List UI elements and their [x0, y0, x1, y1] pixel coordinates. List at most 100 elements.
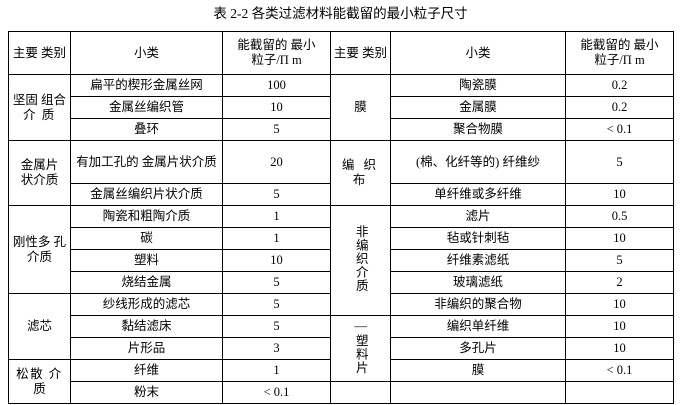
left-category-l2: 介质 — [26, 249, 52, 264]
table-row: 松散 介 质 纤维 1 膜 < 0.1 — [8, 359, 674, 404]
left-value-cell: 20 — [222, 140, 331, 184]
right-subtype-cell: 单纤维或多纤维 — [390, 183, 566, 206]
right-value-cell: 5 — [565, 249, 674, 272]
right-value-cell: < 0.1 — [565, 359, 674, 382]
left-category-l1: 刚性多 孔 — [12, 234, 67, 249]
table-row: 黏结滤床 5 —塑料片 编织单纤维 10 — [9, 315, 674, 382]
table-row: 坚固 组合 介 质 扁平的楔形金属丝网 100 膜 陶瓷膜 0.2 — [8, 74, 674, 141]
left-subtype-cell: 叠环 — [70, 118, 223, 141]
header-left-value-l1: 能截留的 最小 — [237, 38, 316, 52]
left-category-l2: 质 — [33, 381, 46, 396]
right-subtype-cell: 纤维素滤纸 — [390, 249, 566, 272]
left-value-cell: 5 — [222, 118, 331, 141]
right-subtype-cell: 非编织的聚合物 — [390, 293, 566, 316]
right-value-cell: 10 — [565, 183, 674, 206]
right-subtype-cell: 陶瓷膜 — [390, 74, 566, 97]
right-category-cell: 编 织 布 — [330, 140, 391, 206]
header-left-value-l2: 粒子/Π m — [251, 53, 302, 67]
left-value-cell: 1 — [222, 359, 331, 382]
right-value-cell: 0.2 — [565, 96, 674, 119]
left-category-l1: 松散 介 — [16, 366, 63, 381]
table-row: 粉末 < 0.1 — [9, 381, 674, 404]
right-subtype-cell: 编织单纤维 — [390, 315, 566, 338]
header-right-category: 主要 类别 — [330, 31, 391, 75]
right-subtype-cell: 金属膜 — [390, 96, 566, 119]
left-category-l2: 状介质 — [20, 173, 59, 187]
header-right-value: 能截留的 最小 粒子/Π m — [565, 31, 674, 75]
right-subtype-cell: 聚合物膜 — [390, 118, 566, 141]
right-category-label-vertical: —塑料片 — [353, 318, 368, 375]
left-value-cell: 10 — [222, 96, 331, 119]
left-subtype-cell: 金属丝编织片状介质 — [70, 183, 223, 206]
left-value-cell: 5 — [222, 293, 331, 316]
left-subtype-cell: 纱线形成的滤芯 — [70, 293, 223, 316]
left-value-cell: < 0.1 — [222, 381, 331, 404]
left-value-cell: 1 — [222, 205, 331, 228]
right-subtype-cell: 膜 — [390, 359, 566, 382]
left-value-cell: 1 — [222, 227, 331, 250]
right-value-cell: 10 — [565, 293, 674, 316]
table-row: 金属片 状介质 有加工孔的 金属片状介质 20 编 织 布 (棉、化纤等的) 纤… — [8, 140, 674, 206]
left-value-cell: 10 — [222, 249, 331, 272]
left-category-cell: 刚性多 孔 介质 — [8, 205, 71, 294]
table-row: 碳 1 毡或针刺毡 10 — [9, 227, 674, 250]
left-subtype-cell: 黏结滤床 — [70, 315, 223, 338]
left-category-l2: 介 质 — [23, 107, 56, 122]
left-subtype-cell: 粉末 — [70, 381, 223, 404]
left-value-cell: 100 — [222, 74, 331, 97]
table-row: 塑料 10 纤维素滤纸 5 — [9, 249, 674, 272]
right-value-cell: 0.5 — [565, 205, 674, 228]
left-subtype-cell: 塑料 — [70, 249, 223, 272]
left-subtype-cell: 烧结金属 — [70, 271, 223, 294]
right-subtype-cell: 玻璃滤纸 — [390, 271, 566, 294]
right-category-label: 编 织 布 — [341, 158, 380, 187]
right-subtype-cell: (棉、化纤等的) 纤维纱 — [390, 140, 566, 184]
right-category-cell-empty — [330, 381, 391, 404]
left-subtype-cell: 片形品 — [70, 337, 223, 360]
header-left-subtype: 小类 — [70, 31, 223, 75]
right-value-cell: 2 — [565, 271, 674, 294]
left-value-cell: 5 — [222, 271, 331, 294]
right-subtype-cell: 多孔片 — [390, 337, 566, 360]
right-subtype-cell — [390, 381, 566, 404]
table-row: 叠环 5 聚合物膜 < 0.1 — [9, 118, 674, 141]
table-row: 刚性多 孔 介质 陶瓷和粗陶介质 1 非编织介质 滤片 0.5 — [8, 205, 674, 316]
right-value-cell: 10 — [565, 227, 674, 250]
right-category-cell: —塑料片 — [330, 315, 391, 382]
header-left-category: 主要 类别 — [8, 31, 71, 75]
header-right-subtype: 小类 — [390, 31, 566, 75]
left-category-l1: 滤芯 — [26, 319, 52, 333]
table-row: 烧结金属 5 玻璃滤纸 2 — [9, 271, 674, 294]
left-subtype-cell: 陶瓷和粗陶介质 — [70, 205, 223, 228]
right-subtype-cell: 滤片 — [390, 205, 566, 228]
left-value-cell: 5 — [222, 315, 331, 338]
right-value-cell: 5 — [565, 140, 674, 184]
filter-media-table: 主要 类别 小类 能截留的 最小 粒子/Π m 主要 类别 小类 能截留的 最小… — [8, 31, 674, 404]
left-subtype-cell: 碳 — [70, 227, 223, 250]
left-category-cell: 金属片 状介质 — [8, 140, 71, 206]
header-right-value-l2: 粒子/Π m — [594, 53, 645, 67]
table-caption: 表 2-2 各类过滤材料能截留的最小粒子尺寸 — [213, 6, 468, 21]
right-category-label-vertical: 非编织介质 — [353, 224, 368, 293]
right-category-cell: 非编织介质 — [330, 205, 391, 316]
left-value-cell: 3 — [222, 337, 331, 360]
right-value-cell: 10 — [565, 315, 674, 338]
right-value-cell: 0.2 — [565, 74, 674, 97]
right-category-cell: 膜 — [330, 74, 391, 141]
left-subtype-cell: 金属丝编织管 — [70, 96, 223, 119]
right-value-cell — [565, 381, 674, 404]
table-header-row: 主要 类别 小类 能截留的 最小 粒子/Π m 主要 类别 小类 能截留的 最小… — [8, 31, 674, 75]
left-category-l1: 坚固 组合 — [12, 92, 67, 107]
left-subtype-cell: 纤维 — [70, 359, 223, 382]
left-category-cell: 滤芯 — [8, 293, 71, 360]
left-category-l1: 金属片 — [20, 158, 59, 172]
right-value-cell: 10 — [565, 337, 674, 360]
left-category-cell: 松散 介 质 — [8, 359, 71, 404]
left-subtype-cell: 扁平的楔形金属丝网 — [70, 74, 223, 97]
left-subtype-cell: 有加工孔的 金属片状介质 — [70, 140, 223, 184]
left-category-cell: 坚固 组合 介 质 — [8, 74, 71, 141]
header-right-value-l1: 能截留的 最小 — [580, 38, 659, 52]
right-value-cell: < 0.1 — [565, 118, 674, 141]
right-subtype-cell: 毡或针刺毡 — [390, 227, 566, 250]
